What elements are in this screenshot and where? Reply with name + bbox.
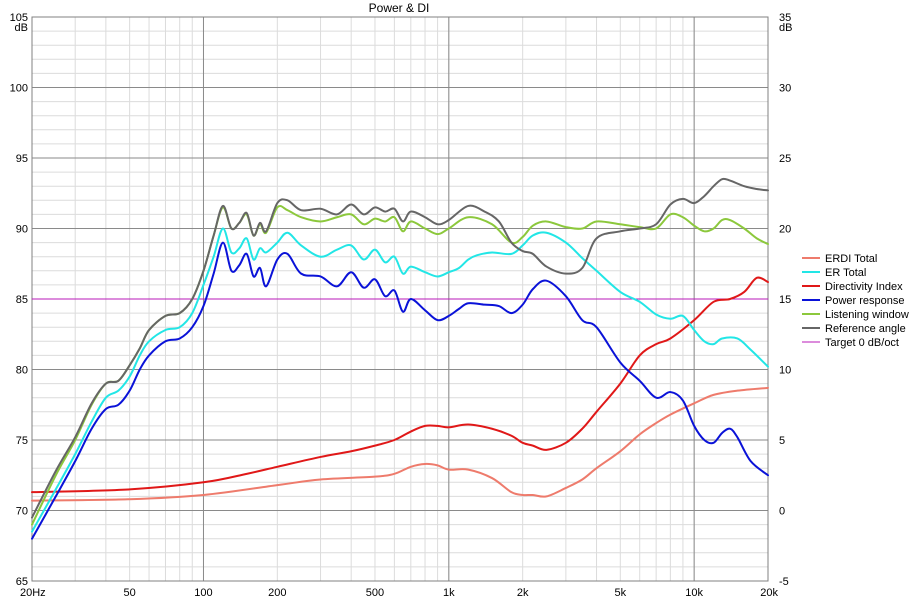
x-tick-label: 20k (760, 587, 778, 599)
series-line-power-response (31, 241, 769, 540)
tick-labels: 20Hz 50 100 200 500 1k 2k 5k 10k 20k6570758085909… (10, 12, 793, 599)
x-tick-label: 10k (685, 587, 703, 599)
legend-label: Directivity Index (825, 281, 903, 293)
x-tick-label: 20Hz (20, 587, 46, 599)
left-tick-label: 70 (16, 506, 28, 518)
chart-title: Power & DI (369, 1, 430, 15)
left-tick-label: 95 (16, 153, 28, 165)
x-tick-label: 1k (443, 587, 455, 599)
right-tick-label: 30 (779, 83, 791, 95)
left-tick-label: 85 (16, 294, 28, 306)
series-line-directivity-index (31, 276, 769, 494)
right-tick-label: 0 (779, 506, 785, 518)
right-tick-label: 35 (779, 12, 791, 24)
series-line-reference-angle (31, 177, 769, 519)
legend-label: ER Total (825, 267, 866, 279)
x-tick-label: 2k (517, 587, 529, 599)
legend-label: Power response (825, 295, 905, 307)
series-line-er-total (31, 227, 769, 533)
right-tick-label: 10 (779, 365, 791, 377)
left-tick-label: 100 (10, 83, 28, 95)
left-tick-label: 65 (16, 576, 28, 588)
right-tick-label: 5 (779, 435, 785, 447)
legend-label: Reference angle (825, 323, 906, 335)
x-tick-label: 5k (614, 587, 626, 599)
right-tick-label: 25 (779, 153, 791, 165)
x-tick-label: 100 (194, 587, 212, 599)
x-tick-label: 200 (268, 587, 286, 599)
left-tick-label: 75 (16, 435, 28, 447)
right-tick-label: 15 (779, 294, 791, 306)
series-lines (31, 177, 769, 540)
legend-label: ERDI Total (825, 253, 877, 265)
series-line-erdi-total (31, 386, 769, 502)
x-tick-label: 500 (366, 587, 384, 599)
legend-label: Target 0 dB/oct (825, 337, 899, 349)
right-tick-label: -5 (779, 576, 789, 588)
left-tick-label: 105 (10, 12, 28, 24)
legend: ERDI Total ER Total Directivity Index Power… (802, 253, 909, 349)
left-unit-label: dB (15, 22, 28, 34)
left-tick-label: 80 (16, 365, 28, 377)
right-unit-label: dB (779, 22, 792, 34)
legend-label: Listening window (825, 309, 909, 321)
left-tick-label: 90 (16, 224, 28, 236)
x-tick-label: 50 (124, 587, 136, 599)
right-tick-label: 20 (779, 224, 791, 236)
